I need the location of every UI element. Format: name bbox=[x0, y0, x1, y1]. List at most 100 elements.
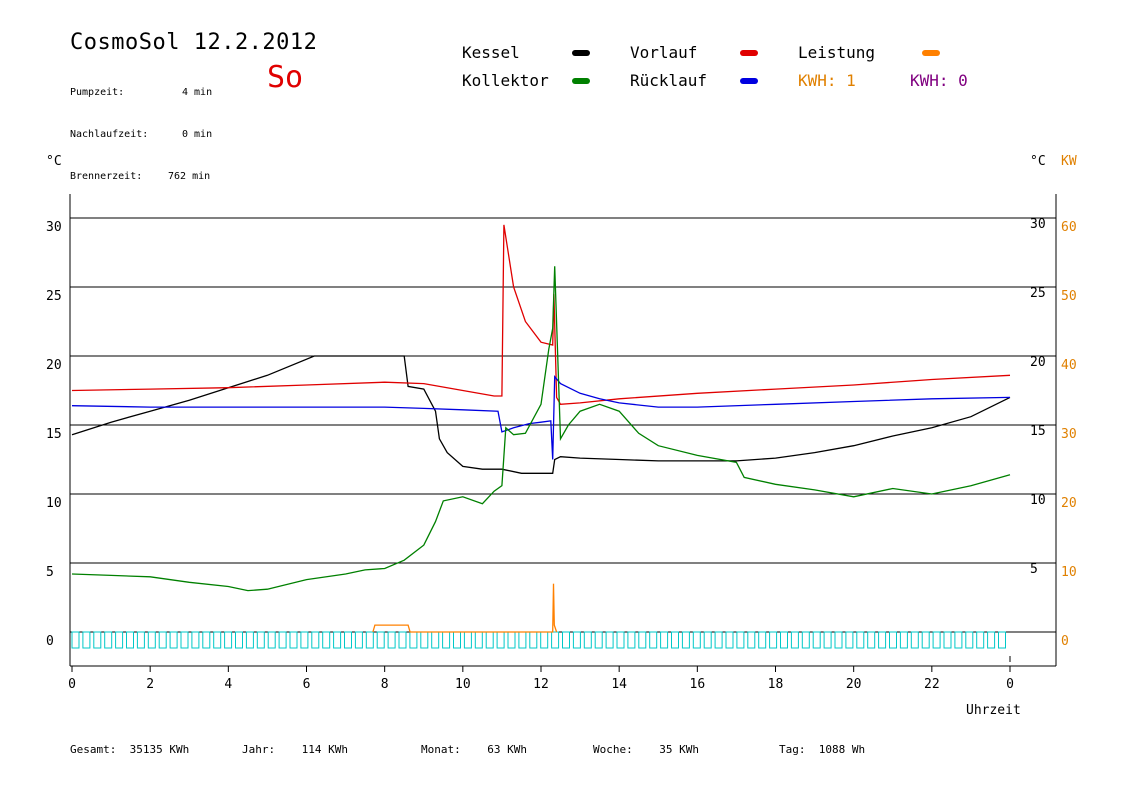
x-tick-label: 12 bbox=[533, 677, 549, 692]
status-cell bbox=[158, 631, 167, 649]
status-cell bbox=[671, 631, 679, 649]
status-cell bbox=[987, 631, 996, 649]
status-cell bbox=[224, 631, 233, 649]
brennerzeit-value: 762 min bbox=[168, 171, 211, 182]
status-cell bbox=[180, 631, 189, 649]
x-tick-label: 8 bbox=[381, 677, 389, 692]
legend-kollektor-label: Kollektor bbox=[462, 71, 549, 90]
status-cell bbox=[431, 631, 440, 649]
x-tick-label: 10 bbox=[455, 677, 471, 692]
status-cell bbox=[790, 631, 799, 649]
status-cell bbox=[627, 631, 636, 649]
status-cell bbox=[823, 631, 832, 649]
status-cell bbox=[322, 631, 331, 649]
status-cell bbox=[442, 631, 451, 649]
status-cell bbox=[594, 631, 603, 649]
legend-kwh-orange: KWH: 1 bbox=[798, 71, 856, 90]
status-cell bbox=[420, 631, 429, 649]
legend-vorlauf-label: Vorlauf bbox=[630, 43, 698, 62]
y-tick-label-right: 5 bbox=[1030, 562, 1038, 577]
legend-vorlauf-swatch bbox=[740, 50, 758, 56]
footer-gesamt: Gesamt: 35135 KWh bbox=[70, 743, 189, 756]
status-cell bbox=[518, 631, 527, 649]
status-cell bbox=[899, 631, 908, 649]
x-tick-label: 16 bbox=[690, 677, 706, 692]
nachlaufzeit-label: Nachlaufzeit: bbox=[70, 129, 149, 140]
y-tick-label-kw: 50 bbox=[1061, 289, 1077, 304]
chart-title: CosmoSol 12.2.2012 bbox=[70, 30, 318, 55]
y-tick-label-left: 0 bbox=[46, 634, 54, 649]
status-cell bbox=[856, 631, 865, 649]
y-tick-label-kw: 60 bbox=[1061, 220, 1077, 235]
x-tick-label: 22 bbox=[924, 677, 940, 692]
monat-value: 63 KWh bbox=[487, 743, 527, 756]
status-cell bbox=[921, 631, 930, 649]
status-cell bbox=[562, 631, 570, 649]
status-cell bbox=[769, 631, 778, 649]
legend-leistung-swatch bbox=[922, 50, 940, 56]
y-tick-label-left: 5 bbox=[46, 565, 54, 580]
status-cell bbox=[507, 631, 516, 649]
status-cell bbox=[365, 631, 374, 649]
status-cell bbox=[82, 631, 91, 649]
x-tick-label: 20 bbox=[846, 677, 862, 692]
footer-tag: Tag: 1088 Wh bbox=[779, 743, 865, 756]
status-cell bbox=[910, 631, 919, 649]
status-cell bbox=[998, 631, 1006, 649]
series-kessel-line bbox=[71, 355, 1011, 474]
status-cell bbox=[289, 631, 298, 649]
legend-ruecklauf-swatch bbox=[740, 78, 758, 84]
y-tick-label-left: 20 bbox=[46, 358, 62, 373]
status-cell bbox=[213, 631, 222, 649]
series-leistung-line bbox=[372, 583, 558, 633]
status-cell bbox=[474, 631, 483, 649]
jahr-value: 114 KWh bbox=[301, 743, 348, 756]
legend-kessel-swatch bbox=[572, 50, 590, 56]
status-cell bbox=[649, 631, 658, 649]
status-cell bbox=[572, 631, 581, 649]
series-lines bbox=[71, 224, 1011, 633]
y-tick-label-right: 15 bbox=[1030, 424, 1046, 439]
status-cell bbox=[300, 631, 309, 649]
status-cell bbox=[605, 631, 614, 649]
y-tick-label-kw: 20 bbox=[1061, 496, 1077, 511]
woche-label: Woche: bbox=[593, 743, 633, 756]
status-cell bbox=[147, 631, 156, 649]
pumpzeit-value: 4 min bbox=[182, 87, 213, 98]
status-cell bbox=[485, 631, 494, 649]
status-cell bbox=[801, 631, 810, 649]
legend-leistung-label: Leistung bbox=[798, 43, 876, 62]
weekday-label: So bbox=[267, 60, 304, 95]
status-cell bbox=[453, 631, 461, 649]
status-cell bbox=[245, 631, 254, 649]
status-cell bbox=[965, 631, 974, 649]
status-cell bbox=[703, 631, 712, 649]
y-tick-label-left: 30 bbox=[46, 220, 62, 235]
status-cell bbox=[867, 631, 876, 649]
status-cell bbox=[136, 631, 145, 649]
series-kollektor-line bbox=[71, 266, 1011, 592]
woche-value: 35 KWh bbox=[659, 743, 699, 756]
monat-label: Monat: bbox=[421, 743, 461, 756]
status-cell bbox=[943, 631, 952, 649]
status-cell bbox=[202, 631, 211, 649]
footer-monat: Monat: 63 KWh bbox=[421, 743, 527, 756]
x-tick-label: 2 bbox=[146, 677, 154, 692]
status-cell bbox=[878, 631, 887, 649]
status-cell bbox=[333, 631, 342, 649]
right-axis-unit-kw: KW bbox=[1061, 154, 1077, 169]
right-axis-unit: °C bbox=[1030, 154, 1046, 169]
status-cell bbox=[115, 631, 124, 649]
y-tick-label-kw: 30 bbox=[1061, 427, 1077, 442]
status-cell bbox=[529, 631, 538, 649]
status-cell bbox=[387, 631, 396, 649]
status-cell bbox=[496, 631, 505, 649]
nachlaufzeit-value: 0 min bbox=[182, 129, 213, 140]
y-tick-label-kw: 10 bbox=[1061, 565, 1077, 580]
pumpzeit-label: Pumpzeit: bbox=[70, 87, 125, 98]
x-tick-label: 14 bbox=[611, 677, 627, 692]
y-tick-label-right: 30 bbox=[1030, 217, 1046, 232]
gesamt-value: 35135 KWh bbox=[129, 743, 190, 756]
status-cell bbox=[93, 631, 102, 649]
y-tick-label-right: 25 bbox=[1030, 286, 1046, 301]
